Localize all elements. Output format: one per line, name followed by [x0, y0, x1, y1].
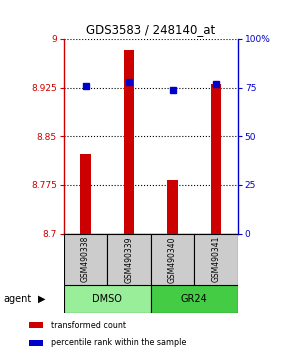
Bar	[167, 181, 178, 234]
Bar	[151, 234, 194, 285]
Bar	[80, 154, 91, 234]
Text: GSM490339: GSM490339	[124, 236, 134, 282]
Text: DMSO: DMSO	[92, 294, 122, 304]
Bar	[107, 234, 151, 285]
Text: GR24: GR24	[181, 294, 208, 304]
Bar	[64, 285, 151, 313]
Bar	[211, 84, 222, 234]
Text: percentile rank within the sample: percentile rank within the sample	[51, 338, 186, 347]
Text: transformed count: transformed count	[51, 321, 126, 330]
Bar	[29, 322, 43, 328]
Bar	[194, 234, 238, 285]
Text: ▶: ▶	[38, 294, 46, 304]
Text: GSM490338: GSM490338	[81, 236, 90, 282]
Title: GDS3583 / 248140_at: GDS3583 / 248140_at	[86, 23, 215, 36]
Text: GSM490340: GSM490340	[168, 236, 177, 282]
Bar	[64, 234, 107, 285]
Text: agent: agent	[3, 294, 31, 304]
Bar	[151, 285, 238, 313]
Bar	[29, 340, 43, 346]
Bar	[124, 50, 135, 234]
Text: GSM490341: GSM490341	[211, 236, 221, 282]
